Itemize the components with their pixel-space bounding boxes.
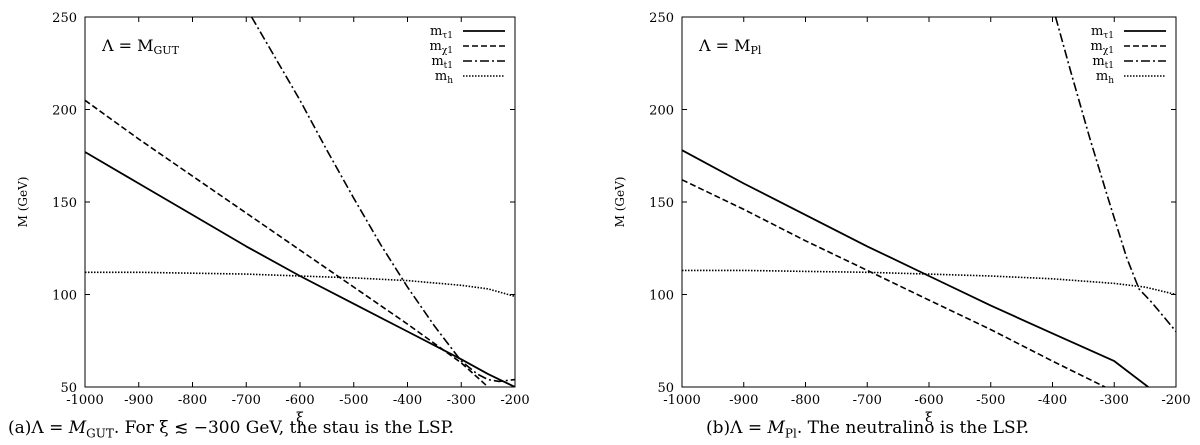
chart-panel-a: -1000 -900 -800 -700 -600 -500 -400 -300 -200 50 1… xyxy=(16,11,530,426)
series-line-t1 xyxy=(1054,17,1176,333)
y-tick-label: 200 xyxy=(52,104,77,119)
x-tick-label: -400 xyxy=(1038,393,1067,408)
x-tick-label: -1000 xyxy=(66,393,103,408)
caption-b-sub: Pl xyxy=(784,426,797,441)
x-tick-label: -600 xyxy=(914,393,943,408)
series-line-h xyxy=(682,269,1176,296)
series-line-h xyxy=(85,271,515,298)
plot-frame xyxy=(84,16,516,388)
x-tick-label: -900 xyxy=(729,393,758,408)
x-tick-label: -800 xyxy=(791,393,820,408)
x-tick-label: -900 xyxy=(124,393,153,408)
x-tick-label: -500 xyxy=(976,393,1005,408)
series-line-t1 xyxy=(250,17,515,383)
y-tick-label: 50 xyxy=(657,381,674,396)
legend-label: mt1 xyxy=(431,54,453,71)
series-line-1 xyxy=(682,149,1149,387)
series-line-1 xyxy=(85,151,515,387)
x-tick-label: -200 xyxy=(500,393,529,408)
x-tick-label: -300 xyxy=(447,393,476,408)
x-tick-label: -600 xyxy=(285,393,314,408)
x-tick-label: -200 xyxy=(1161,393,1190,408)
chart-panel-b: -1000 -900 -800 -700 -600 -500 -400 -300 -200 50 1… xyxy=(613,11,1191,426)
y-tick-label: 200 xyxy=(649,104,674,119)
panel-label: Λ = MGUT xyxy=(101,36,180,57)
x-tick-label: -300 xyxy=(1100,393,1129,408)
caption-b-rest: . The neutralino is the LSP. xyxy=(796,418,1030,438)
caption-a: (a)Λ = MGUT. For ξ ≲ −300 GeV, the stau … xyxy=(8,418,454,440)
x-tick-label: -1000 xyxy=(663,393,700,408)
caption-a-rest: . For ξ ≲ −300 GeV, the stau is the LSP. xyxy=(113,418,454,438)
legend-label: mχ1 xyxy=(429,39,453,56)
x-axis-label: ξ xyxy=(925,410,933,426)
y-tick-label: 50 xyxy=(60,381,77,396)
caption-b-var: M xyxy=(767,418,785,438)
caption-b-prefix: (b)Λ = xyxy=(706,418,768,438)
x-tick-label: -500 xyxy=(339,393,368,408)
y-tick-label: 100 xyxy=(52,289,77,304)
legend-label: mt1 xyxy=(1092,54,1114,71)
y-tick-label: 250 xyxy=(52,11,77,26)
y-axis-label: M (GeV) xyxy=(16,177,30,228)
x-axis-label: ξ xyxy=(296,410,304,426)
series-line-1 xyxy=(85,99,489,387)
x-tick-label: -400 xyxy=(393,393,422,408)
legend-label: mh xyxy=(435,69,453,86)
y-tick-label: 100 xyxy=(649,289,674,304)
legend-label: mχ1 xyxy=(1090,39,1114,56)
caption-a-sub: GUT xyxy=(86,426,114,441)
caption-a-prefix: (a)Λ = xyxy=(8,418,69,438)
x-tick-label: -800 xyxy=(178,393,207,408)
x-tick-label: -700 xyxy=(232,393,261,408)
legend-label: mh xyxy=(1096,69,1114,86)
y-axis-label: M (GeV) xyxy=(613,177,627,228)
caption-b: (b)Λ = MPl. The neutralino is the LSP. xyxy=(706,418,1029,440)
y-tick-label: 150 xyxy=(52,196,77,211)
panel-label: Λ = MPl xyxy=(698,36,762,57)
y-tick-label: 150 xyxy=(649,196,674,211)
x-tick-label: -700 xyxy=(853,393,882,408)
y-tick-label: 250 xyxy=(649,11,674,26)
legend-label: mτ1 xyxy=(1091,24,1114,41)
legend-label: mτ1 xyxy=(430,24,453,41)
caption-a-var: M xyxy=(68,418,87,438)
series-line-1 xyxy=(682,179,1106,387)
